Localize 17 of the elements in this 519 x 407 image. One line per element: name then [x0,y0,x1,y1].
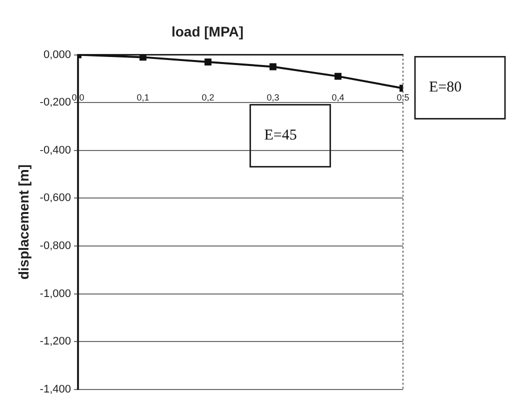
x-axis-title: load [MPA] [171,23,244,40]
y-tick-label: -1,400 [40,383,71,396]
text: E=80 [429,80,462,96]
x-tick-label: 0,4 [332,92,344,103]
x-tick-label: 0,5 [396,92,410,103]
y-axis-title: displacement [m] [15,164,32,280]
x-tick-label: 0,3 [266,92,280,103]
x-tick-label: 0,2 [202,92,214,103]
y-tick-label: -0,800 [40,240,71,252]
y-tick-label: -0,600 [40,192,71,204]
y-tick-label: -1,000 [40,288,71,300]
y-tick-label: -1,200 [40,336,71,348]
y-tick-label: -0,200 [40,96,71,109]
y-tick-label: -0,400 [40,144,71,156]
annotation: E=45 [264,128,297,144]
x-tick-label: 0,1 [136,92,150,103]
y-tick-label: 0,000 [43,48,71,61]
